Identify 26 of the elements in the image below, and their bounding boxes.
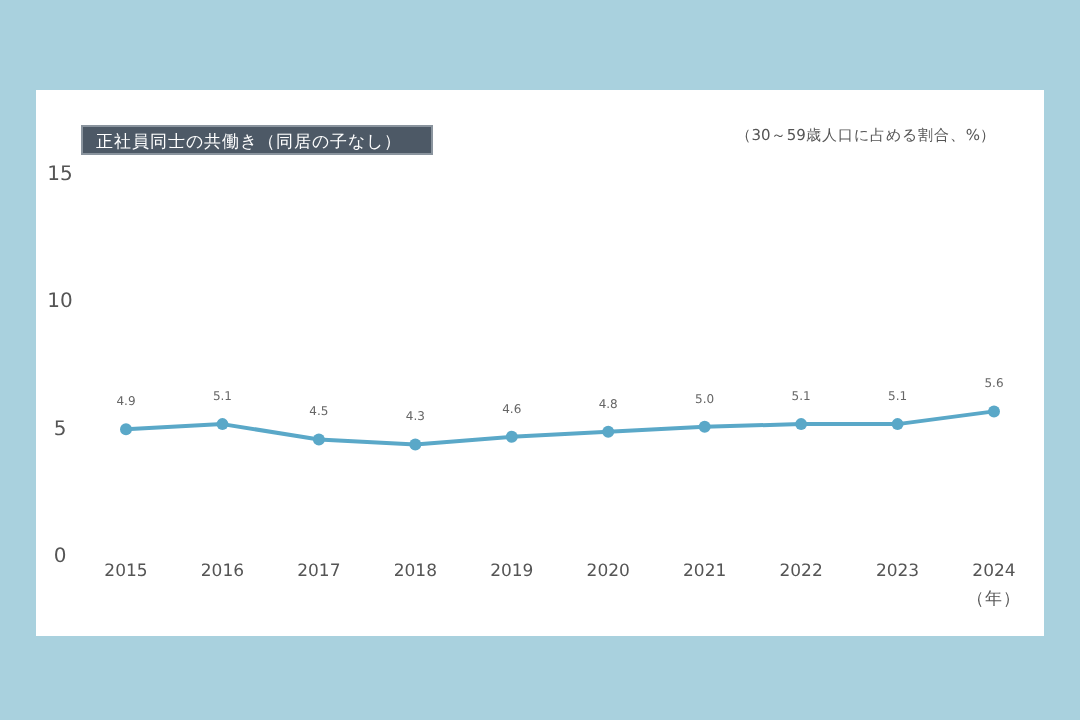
x-tick-label: 2021 — [683, 562, 727, 582]
point — [216, 418, 229, 431]
x-tick-label: 2015 — [104, 562, 148, 582]
x-axis-title: （年） — [967, 588, 1021, 610]
x-tick-label: 2024 — [972, 562, 1016, 582]
point — [602, 425, 615, 438]
y-tick-label: 5 — [53, 418, 67, 441]
y-tick-label: 0 — [53, 546, 67, 568]
point — [988, 405, 1000, 418]
point — [120, 423, 132, 436]
point — [409, 438, 422, 451]
x-tick-label: 2016 — [200, 562, 245, 582]
y-tick-label: 10 — [47, 291, 73, 314]
x-tick-label: 2017 — [297, 562, 341, 582]
y-tick-label: 15 — [47, 164, 73, 186]
point — [312, 433, 325, 446]
point — [698, 420, 711, 433]
point — [891, 418, 904, 431]
x-tick-label: 2023 — [875, 562, 920, 582]
x-tick-label: 2019 — [490, 562, 534, 582]
point — [505, 430, 518, 443]
x-tick-label: 2020 — [586, 562, 630, 582]
x-tick-label: 2018 — [393, 562, 437, 582]
point — [795, 418, 808, 431]
chart-title: 正社員同士の共働き（同居の子なし） — [96, 131, 402, 153]
x-tick-label: 2022 — [779, 562, 823, 582]
